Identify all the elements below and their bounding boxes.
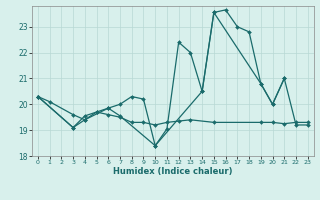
X-axis label: Humidex (Indice chaleur): Humidex (Indice chaleur): [113, 167, 233, 176]
